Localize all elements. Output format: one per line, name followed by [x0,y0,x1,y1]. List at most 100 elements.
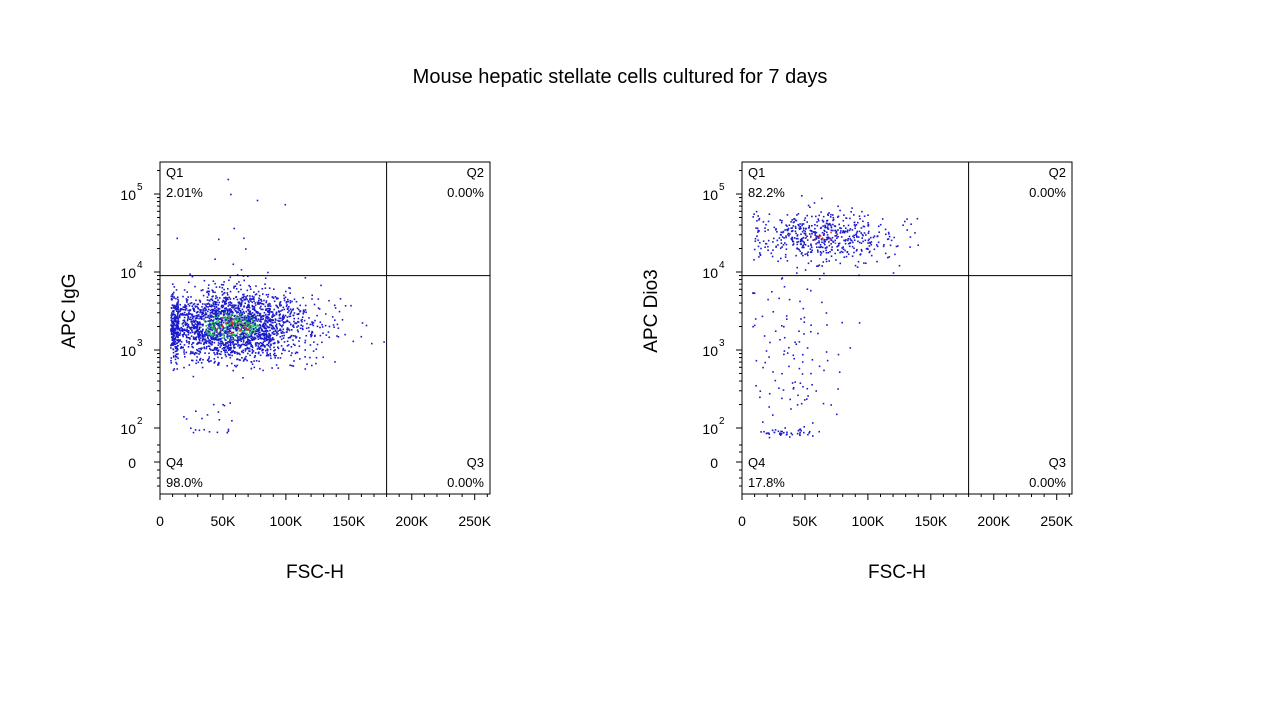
data-point [262,303,265,306]
data-point [794,230,797,233]
data-point [243,279,245,282]
data-point [238,323,241,325]
data-point [213,341,216,344]
data-point [830,238,832,241]
data-point [269,329,271,332]
data-point [815,390,817,392]
data-point [196,314,198,317]
data-point [269,339,271,342]
data-point [325,334,328,336]
data-point [212,313,215,315]
data-point [844,240,847,242]
data-point [804,244,807,246]
data-point [213,332,216,334]
data-point [292,314,295,317]
data-point [208,334,211,337]
data-point [250,300,252,302]
data-point [267,314,269,316]
data-point [268,312,271,314]
data-point [821,231,824,234]
data-point [863,215,866,217]
data-point [878,231,880,233]
data-point [286,331,288,333]
data-point [302,313,305,315]
data-point [818,237,820,239]
data-point [274,355,276,357]
data-point [796,272,798,274]
data-point [311,331,314,334]
data-point [311,364,313,367]
data-point [290,346,293,348]
data-point [199,300,202,302]
data-point [240,321,243,323]
data-point [210,337,212,339]
data-point [240,313,243,315]
data-point [883,244,885,246]
data-point [275,311,278,314]
data-point [798,433,801,436]
data-point [796,432,799,435]
data-point [225,319,227,321]
data-point [266,343,269,346]
data-point [857,221,859,224]
y-axis-label: APC Dio3 [641,269,662,353]
data-point [772,414,774,416]
data-point [785,315,788,317]
data-point [245,336,247,339]
data-point [301,325,304,327]
data-point [224,327,226,330]
data-point [230,310,232,312]
data-point [315,348,318,350]
data-point [261,303,264,305]
data-point [172,321,174,323]
data-point [224,319,227,322]
data-point [236,274,239,276]
data-point [258,333,261,336]
x-tick-label: 50K [210,513,236,529]
data-point [839,262,842,265]
data-point [236,326,238,329]
data-point [224,354,227,356]
data-point [228,344,230,347]
data-point [175,319,177,322]
data-point [214,291,216,294]
data-point [205,325,207,327]
data-point [227,326,229,328]
data-point [843,256,846,258]
data-point [171,334,174,336]
data-point [177,322,180,325]
data-point [230,326,233,329]
data-point [240,333,243,336]
data-point [262,315,265,318]
data-point [827,214,829,216]
data-point [200,342,202,345]
data-point [832,223,834,226]
data-point [205,312,207,314]
data-point [198,339,201,341]
data-point [202,309,204,312]
data-point [253,300,255,302]
data-point [211,319,214,322]
data-point [172,329,175,331]
data-point [186,301,188,303]
data-point [272,321,274,324]
data-point [254,352,257,354]
data-point [170,307,173,309]
data-point [179,343,182,346]
data-point [780,432,783,435]
data-point [767,298,769,301]
data-point [216,330,218,333]
data-point [878,225,880,228]
data-point [281,319,283,322]
data-point [238,301,240,303]
data-point [795,237,798,240]
data-point [198,317,200,320]
data-point [276,305,278,307]
data-point [226,322,229,324]
data-point [763,430,765,433]
data-point [813,202,816,204]
data-point [297,330,299,333]
data-point [288,336,291,339]
data-point [264,305,267,308]
data-point [782,389,785,391]
